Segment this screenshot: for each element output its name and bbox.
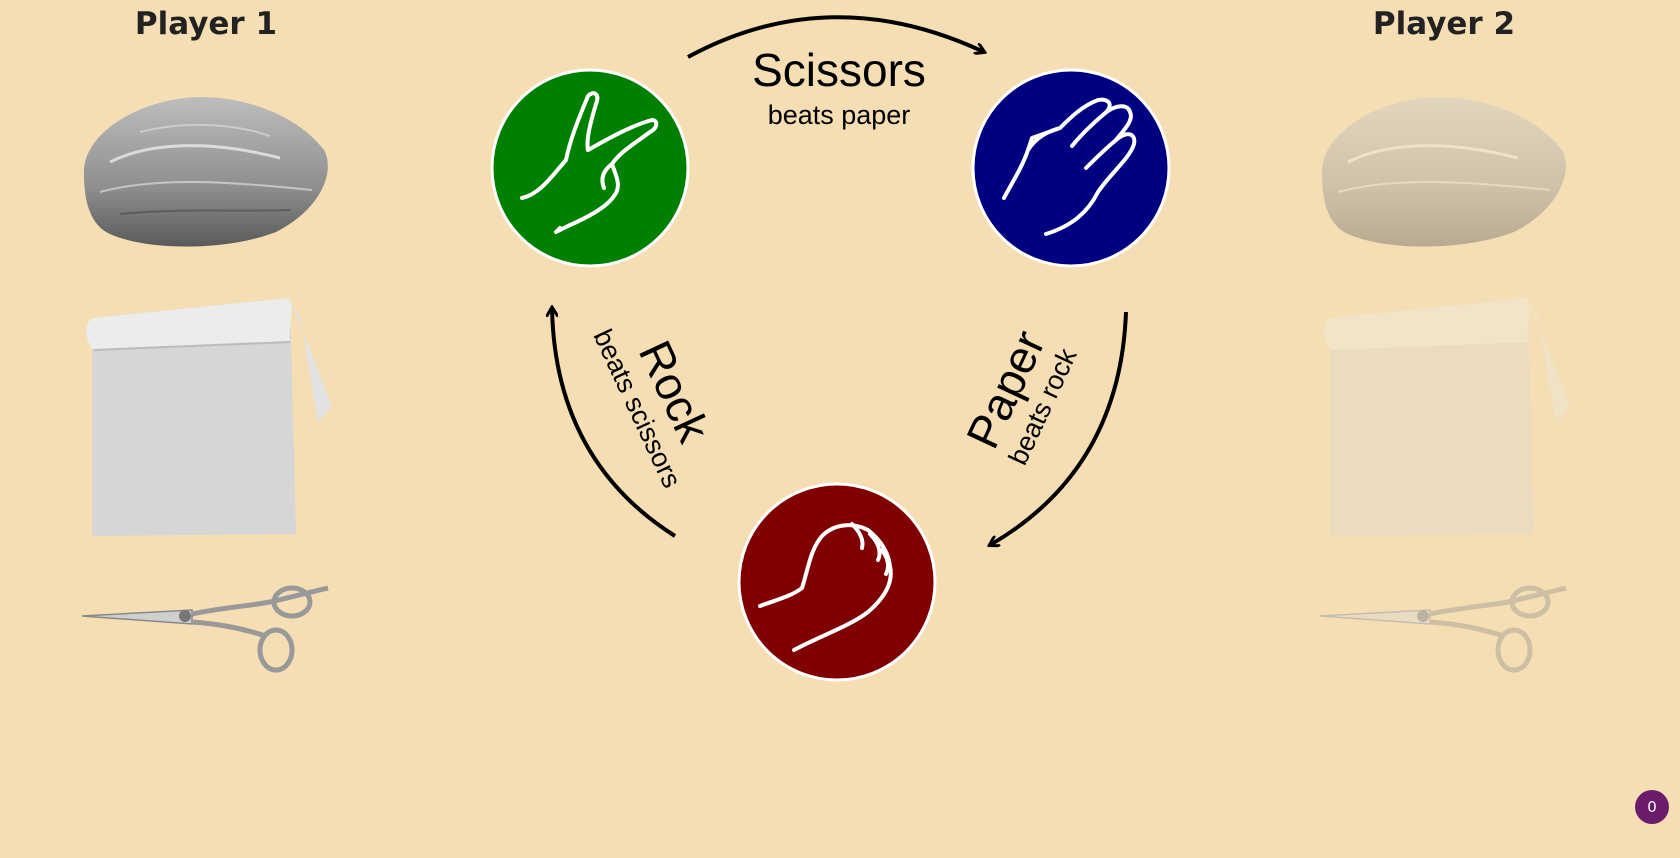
arrow-scissors-to-paper: [687, 15, 984, 59]
paper-icon: [86, 298, 332, 536]
player-1-scissors-button[interactable]: [80, 584, 332, 674]
scissors-circle: [490, 68, 690, 268]
player-1-paper-button[interactable]: [80, 296, 332, 540]
rock-icon: [83, 97, 328, 247]
scissors-icon: [81, 585, 329, 673]
rock-icon: [1321, 97, 1566, 247]
score-badge: 0: [1635, 790, 1669, 824]
scissors-icon: [1319, 585, 1567, 673]
rock-circle: [737, 482, 937, 682]
scissors-sublabel: beats paper: [768, 100, 911, 130]
scissors-hand-icon: [520, 91, 659, 234]
paper-hand-icon: [1002, 97, 1137, 236]
paper-icon: [1324, 298, 1570, 536]
player-1-rock-button[interactable]: [80, 92, 332, 252]
arrow-paper-to-rock: [990, 311, 1128, 545]
player-1-title: Player 1: [134, 6, 278, 42]
player-2-title: Player 2: [1372, 6, 1516, 42]
rock-circle-bg: [737, 482, 937, 682]
paper-circle: [971, 68, 1171, 268]
scissors-label: Scissors: [752, 44, 926, 96]
rock-hand-icon: [758, 522, 893, 652]
scissors-circle-bg: [490, 68, 690, 268]
arrow-rock-to-scissors: [552, 308, 677, 538]
player-2-paper-button[interactable]: [1318, 296, 1570, 540]
player-2-scissors-button[interactable]: [1318, 584, 1570, 674]
player-2-rock-button[interactable]: [1318, 92, 1570, 252]
paper-circle-bg: [971, 68, 1171, 268]
